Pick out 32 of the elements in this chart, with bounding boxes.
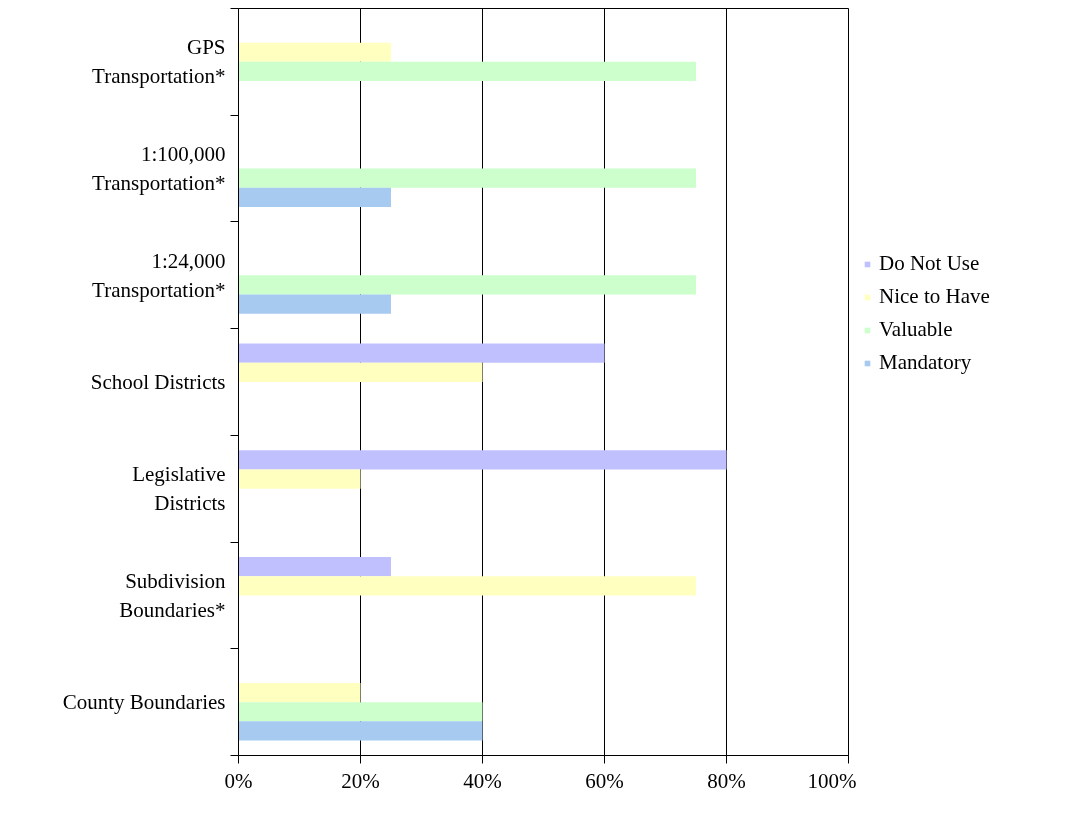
bar	[238, 557, 391, 577]
bar	[238, 42, 391, 62]
y-tick-label: GPS Transportation*	[92, 35, 226, 89]
bar	[238, 362, 483, 382]
x-tick-label: 80%	[707, 768, 746, 793]
bar	[238, 702, 483, 722]
x-tick-label: 60%	[585, 768, 624, 793]
y-tick-label: Legislative Districts	[132, 462, 226, 516]
bar	[238, 275, 696, 295]
bar	[238, 576, 696, 596]
x-tick-label: 40%	[463, 768, 502, 793]
legend-label: Mandatory	[879, 350, 972, 375]
bar	[238, 187, 391, 207]
bar	[238, 294, 391, 314]
legend-label: Nice to Have	[879, 284, 990, 309]
x-tick-label: 100%	[807, 768, 857, 793]
bar	[238, 721, 483, 741]
x-tick-label: 0%	[224, 768, 253, 793]
bar	[238, 682, 361, 703]
y-tick-label: Subdivision Boundaries*	[119, 569, 226, 622]
legend-label: Valuable	[879, 317, 953, 342]
bar	[238, 61, 696, 82]
bar	[238, 343, 605, 363]
bar	[238, 450, 727, 470]
bar	[238, 168, 696, 188]
y-tick-label: County Boundaries	[62, 690, 226, 715]
y-tick-label: 1:100,000 Transportation*	[92, 142, 226, 195]
y-tick-label: School Districts	[90, 370, 226, 394]
bar	[238, 469, 361, 489]
x-tick-label: 20%	[341, 768, 380, 793]
legend-label: Do Not Use	[879, 251, 980, 276]
y-tick-label: 1:24,000 Transportation*	[92, 248, 226, 302]
